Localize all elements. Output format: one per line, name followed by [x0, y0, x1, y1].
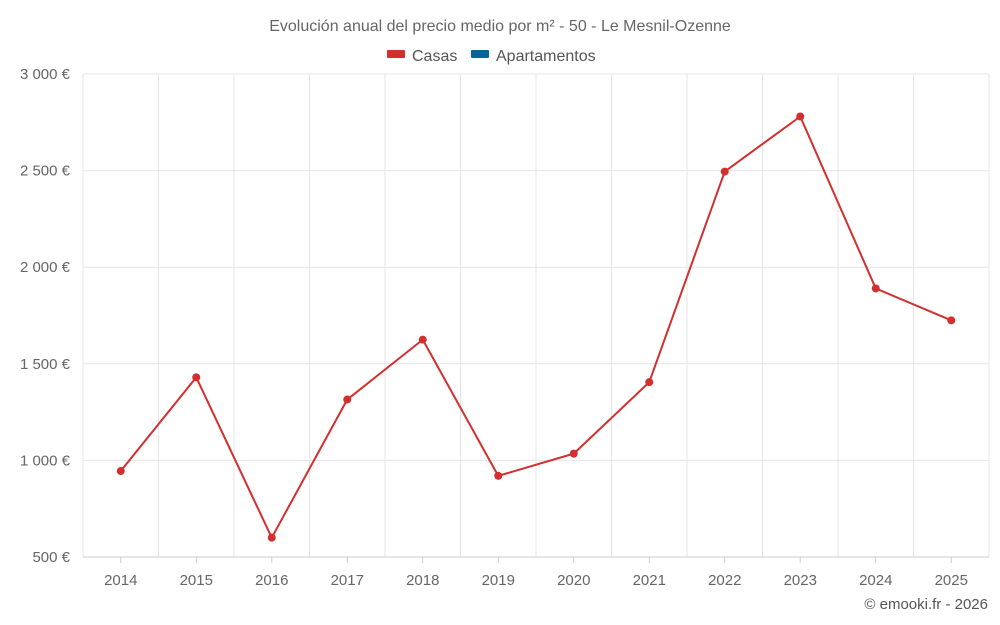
data-point-casas[interactable] [796, 112, 805, 121]
x-tick-label: 2014 [104, 572, 137, 589]
data-point-casas[interactable] [116, 467, 125, 476]
y-axis: 500 € 1 000 € 1 500 € 2 000 € 2 500 € 3 000 € [20, 66, 71, 566]
series-layer [116, 112, 956, 542]
legend-swatch-apartamentos [471, 50, 489, 58]
x-axis: 2014 2015 2016 2017 2018 2019 2020 2021 2022 2023… [83, 556, 989, 589]
x-tick-label: 2017 [331, 572, 364, 589]
data-point-casas[interactable] [343, 395, 352, 404]
x-tick-label: 2020 [557, 572, 590, 589]
x-tick-label: 2019 [482, 572, 515, 589]
legend-label-casas: Casas [412, 48, 457, 65]
y-tick-label: 2 500 € [20, 163, 71, 180]
legend-item-casas[interactable]: Casas [387, 48, 457, 65]
x-tick-label: 2023 [784, 572, 817, 589]
y-tick-label: 1 500 € [20, 356, 71, 373]
legend-item-apartamentos[interactable]: Apartamentos [471, 48, 596, 65]
data-point-casas[interactable] [192, 373, 201, 382]
y-tick-label: 2 000 € [20, 259, 71, 276]
data-point-casas[interactable] [267, 533, 276, 542]
data-point-casas[interactable] [720, 167, 729, 176]
data-point-casas[interactable] [569, 449, 578, 458]
legend-swatch-casas [387, 50, 405, 58]
legend-label-apartamentos: Apartamentos [496, 48, 596, 65]
y-tick-label: 3 000 € [20, 66, 71, 83]
x-tick-label: 2016 [255, 572, 288, 589]
y-tick-label: 1 000 € [20, 452, 71, 469]
x-tick-label: 2021 [633, 572, 666, 589]
legend: Casas Apartamentos [387, 48, 596, 65]
series-line-casas [119, 115, 952, 539]
data-point-casas[interactable] [947, 316, 956, 325]
data-point-casas[interactable] [418, 335, 427, 344]
gridlines [82, 73, 990, 558]
x-tick-label: 2025 [935, 572, 968, 589]
x-tick-label: 2018 [406, 572, 439, 589]
chart-title: Evolución anual del precio medio por m² … [269, 18, 731, 35]
data-point-casas[interactable] [494, 471, 503, 480]
credit-text: © emooki.fr - 2026 [864, 596, 988, 613]
y-tick-label: 500 € [32, 549, 70, 566]
x-tick-label: 2024 [859, 572, 892, 589]
data-point-casas[interactable] [871, 284, 880, 293]
data-point-casas[interactable] [645, 378, 654, 387]
x-tick-label: 2015 [180, 572, 213, 589]
x-tick-label: 2022 [708, 572, 741, 589]
